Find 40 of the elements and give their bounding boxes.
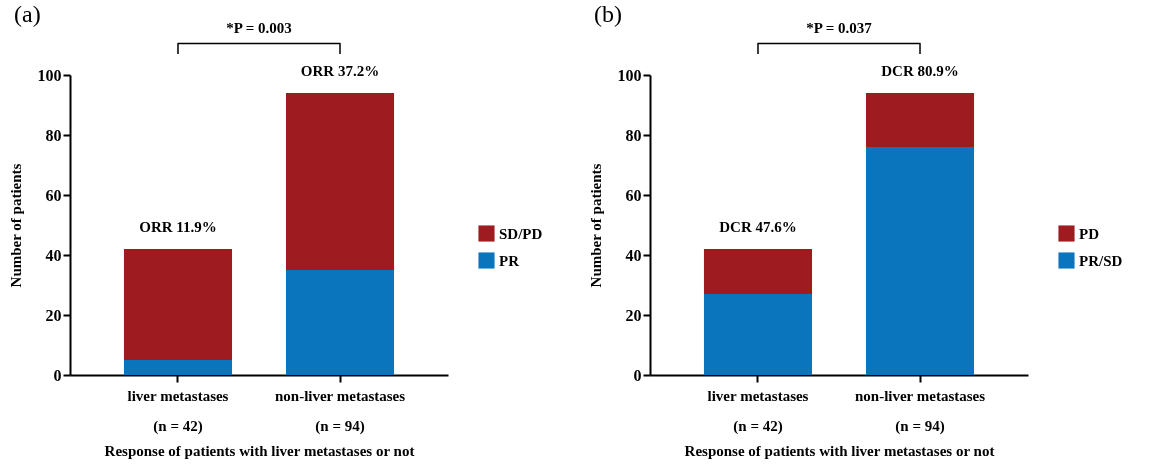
bar: [123, 249, 233, 360]
y-tick-label: 20: [45, 306, 62, 324]
annotation: ORR 37.2%: [300, 63, 380, 79]
y-tick-label: 100: [37, 66, 62, 84]
x-axis-title: Response of patients with liver metastases or not: [104, 442, 415, 459]
y-axis-title: Number of patients: [7, 163, 24, 288]
y-tick-label: 20: [625, 306, 642, 324]
y-tick-label: 80: [45, 126, 62, 144]
y-tick-label: 40: [45, 246, 62, 264]
x-axis-title: Response of patients with liver metastases or not: [684, 442, 995, 459]
chart-title: (b): [594, 0, 622, 27]
bar: [703, 294, 813, 375]
x-tick-label: non-liver metastases (n = 94): [274, 387, 406, 435]
x-tick-label: non-liver metastases (n = 94): [854, 387, 986, 435]
bar: [703, 249, 813, 294]
annotation: DCR 80.9%: [881, 63, 959, 79]
bar: [865, 93, 975, 147]
legend-label: PR: [499, 252, 520, 269]
bar: [285, 93, 395, 270]
bar: [123, 360, 233, 375]
y-tick-label: 40: [625, 246, 642, 264]
bar: [865, 147, 975, 375]
x-tick-label: liver metastases (n = 42): [127, 387, 229, 435]
text: *P = 0.003: [226, 19, 292, 36]
annotation: DCR 47.6%: [719, 219, 797, 235]
y-tick-label: 0: [53, 366, 62, 384]
x-tick-label: liver metastases (n = 42): [707, 387, 809, 435]
bar: [285, 270, 395, 375]
y-tick-label: 0: [633, 366, 642, 384]
y-tick-label: 100: [617, 66, 642, 84]
y-axis-title: Number of patients: [587, 163, 604, 288]
y-tick-label: 80: [625, 126, 642, 144]
text: *P = 0.037: [806, 19, 873, 36]
y-tick-label: 60: [45, 186, 62, 204]
legend-label: PR/SD: [1079, 252, 1123, 269]
legend-label: SD/PD: [499, 225, 543, 242]
legend-label: PD: [1079, 225, 1100, 242]
annotation: ORR 11.9%: [139, 219, 217, 235]
y-tick-label: 60: [625, 186, 642, 204]
chart-title: (a): [14, 0, 41, 27]
